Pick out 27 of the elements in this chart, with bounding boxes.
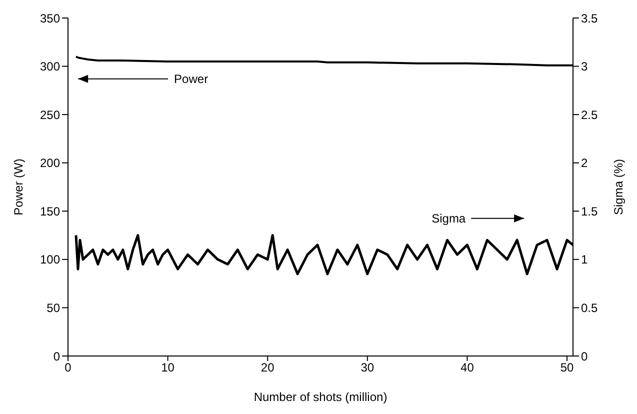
x-tick-label: 20 <box>260 360 275 375</box>
x-tick-label: 50 <box>560 360 574 375</box>
y2-axis-title: Sigma (%) <box>611 158 626 216</box>
y-tick-label: 100 <box>40 252 60 267</box>
y-tick-label: 150 <box>40 204 60 218</box>
y-tick-label: 250 <box>40 108 60 122</box>
x-tick-label: 30 <box>360 360 374 375</box>
y2-tick-label: 0.5 <box>581 300 598 315</box>
x-tick-label: 10 <box>161 360 175 375</box>
y-tick-label: 300 <box>40 60 60 74</box>
y2-tick-label: 3 <box>581 60 588 74</box>
legend-label: Sigma <box>432 211 466 226</box>
y2-tick-label: 2 <box>581 156 588 170</box>
x-tick-label: 40 <box>460 360 474 375</box>
y2-tick-label: 3.5 <box>581 11 598 26</box>
y-tick-label: 50 <box>46 300 60 315</box>
y-tick-label: 200 <box>40 156 60 170</box>
series-label: Power <box>174 72 208 86</box>
y2-tick-label: 1 <box>581 252 588 267</box>
x-tick-label: 0 <box>64 360 72 375</box>
x-axis-title: Number of shots (million) <box>254 390 388 404</box>
y-axis-title: Power (W) <box>11 158 26 216</box>
y2-tick-label: 0 <box>581 349 588 364</box>
y-tick-label: 0 <box>53 349 60 364</box>
y2-tick-label: 1.5 <box>581 204 598 218</box>
y-tick-label: 350 <box>40 11 60 26</box>
y2-tick-label: 2.5 <box>581 108 598 122</box>
